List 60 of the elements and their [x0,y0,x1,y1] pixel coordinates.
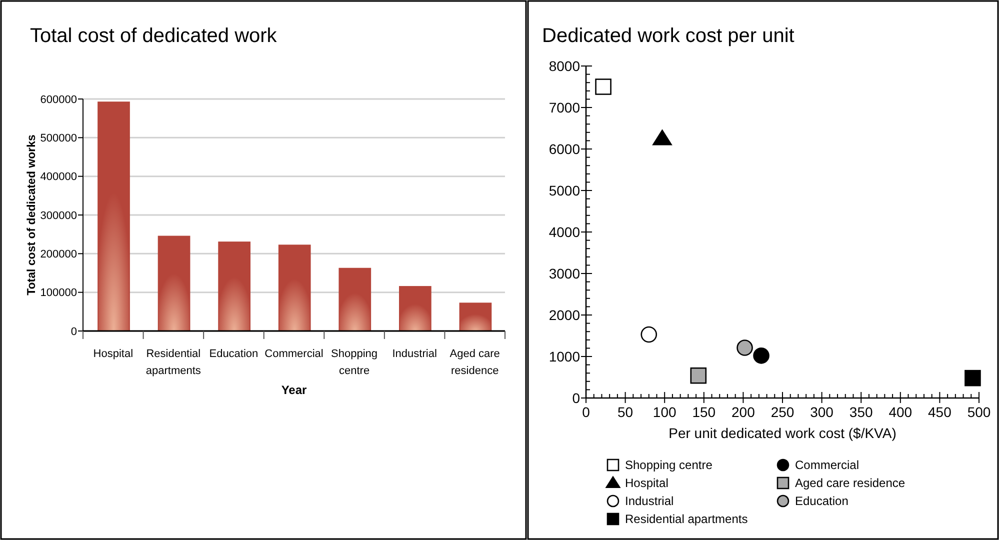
x-tick-label: 200 [732,404,756,420]
bar [278,244,311,332]
point [595,78,612,95]
x-tick-label: 500 [967,404,991,420]
point [964,370,981,386]
y-axis-title: Total cost of dedicated works [26,134,38,296]
point [736,340,753,356]
legend-label: Residential apartments [625,512,748,526]
x-tick-label: Education [209,348,258,360]
legend-label: Aged care residence [795,476,906,490]
x-tick-label: Commercial [264,348,324,360]
x-tick-label: 100 [652,404,676,420]
chart-title: Dedicated work cost per unit [542,25,795,47]
x-tick-label: Aged care residence [450,348,500,377]
y-tick-label: 2000 [548,306,580,323]
x-tick-label: 300 [810,404,834,420]
x-tick-label: 150 [692,404,716,420]
x-tick-label: 400 [888,404,912,420]
bar [98,102,130,332]
point [652,130,672,146]
legend-label: Hospital [625,476,668,490]
legend-label: Education [795,494,848,508]
legend-label: Shopping centre [625,458,713,472]
bar [459,302,492,332]
x-tick-label: 450 [928,404,952,420]
y-tick-label: 1000 [548,348,580,364]
y-tick-label: 8000 [548,58,580,74]
y-tick-label: 400000 [40,171,77,184]
x-tick-label: Hospital [93,348,134,360]
y-tick-label: 100000 [40,287,77,300]
bar [338,268,372,332]
y-tick-label: 7000 [548,99,580,116]
x-axis-title: Per unit dedicated work cost ($/KVA) [668,425,896,441]
x-tick-label: 350 [849,404,873,420]
y-tick-label: 500000 [40,132,77,145]
point [690,367,707,384]
legend-label: Commercial [795,458,860,472]
y-tick-label: 5000 [548,182,580,198]
y-tick-label: 300000 [40,210,77,222]
x-tick-label: Residential apartments [146,348,202,377]
y-tick-label: 600000 [40,94,77,106]
y-tick-label: 3000 [548,265,580,282]
legend-label: Industrial [625,494,674,508]
x-tick-label: Shopping centre [331,348,378,377]
y-tick-label: 4000 [548,224,580,240]
bar [218,242,250,332]
y-tick-label: 0 [70,326,77,338]
point [640,326,658,343]
bar [399,286,432,332]
x-tick-label: 50 [618,404,634,420]
x-axis-title: Year [281,383,308,397]
x-tick-label: 250 [770,404,794,420]
x-tick-label: Industrial [392,348,437,360]
x-tick-label: 0 [582,404,590,420]
y-tick-label: 0 [572,390,580,406]
chart-title: Total cost of dedicated work [30,25,278,47]
point [753,348,770,364]
bar [158,236,190,332]
y-tick-label: 6000 [548,140,580,157]
y-tick-label: 200000 [40,248,77,261]
